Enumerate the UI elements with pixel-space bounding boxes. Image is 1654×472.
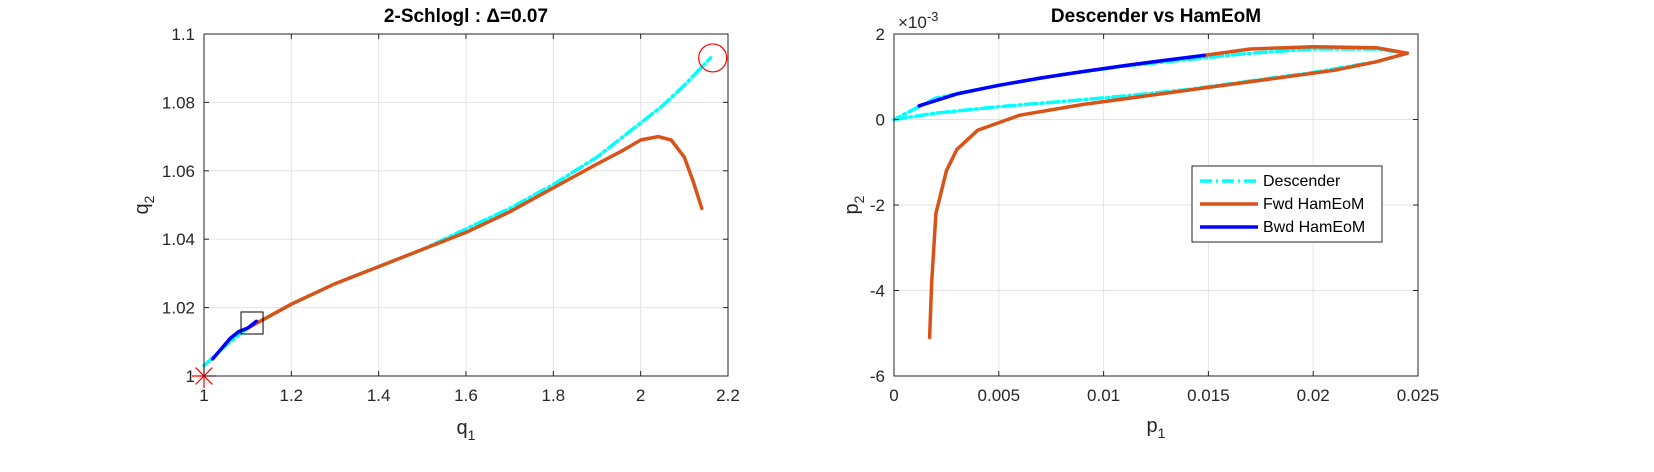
y-tick-label: -6	[870, 367, 885, 386]
end-circle-marker	[698, 43, 728, 73]
x-axis-label: q1	[457, 417, 476, 443]
x-axis-label: p1	[1147, 415, 1166, 441]
x-tick-label: 0.02	[1297, 386, 1330, 405]
series-group	[202, 56, 713, 368]
x-tick-label: 2	[636, 386, 645, 405]
square-marker	[240, 311, 264, 335]
y-axis-label: p2	[841, 195, 867, 214]
chart-title: 2-Schlogl : Δ=0.07	[384, 6, 548, 27]
series-group	[892, 45, 1410, 340]
x-tick-label: 1.2	[280, 386, 304, 405]
y-tick-label: 1	[186, 367, 195, 386]
series-line-1	[927, 45, 1410, 340]
x-tick-label: 0	[889, 386, 898, 405]
x-tick-label: 0.015	[1187, 386, 1230, 405]
y-tick-label: 1.06	[162, 162, 195, 181]
tick-labels: 0 0.005 0.01 0.015 0.02 0.025 -6 -4 -2 0 2	[870, 25, 1439, 405]
y-tick-label: 1.1	[171, 25, 195, 44]
tick-labels: 1 1.2 1.4 1.6 1.8 2 2.2 1 1.02 1.04 1.06 1.08 1.1	[162, 25, 740, 405]
x-tick-label: 1.6	[454, 386, 478, 405]
y-tick-label: 1.02	[162, 299, 195, 318]
x-tick-label: 2.2	[716, 386, 740, 405]
x-tick-label: 0.01	[1087, 386, 1120, 405]
x-tick-label: 0.025	[1397, 386, 1440, 405]
chart-q1-q2: 1 1.2 1.4 1.6 1.8 2 2.2 1 1.02 1.04 1.06 1.08 1.1 2-…	[131, 6, 740, 443]
legend-label-fwd-hameom: Fwd HamEoM	[1263, 196, 1364, 213]
y-tick-label: 1.04	[162, 230, 195, 249]
series-line-1	[245, 134, 704, 330]
y-tick-label: 2	[876, 25, 885, 44]
y-tick-label: 0	[876, 111, 885, 130]
x-tick-label: 1.4	[367, 386, 391, 405]
x-tick-label: 1	[199, 386, 208, 405]
y-tick-label: -4	[870, 282, 885, 301]
y-tick-label: -2	[870, 196, 885, 215]
legend-label-bwd-hameom: Bwd HamEoM	[1263, 219, 1365, 236]
series-line-2	[210, 319, 259, 361]
y-exponent-label: ×10-3	[898, 9, 938, 32]
series-line-2	[917, 53, 1206, 108]
y-tick-label: 1.08	[162, 93, 195, 112]
chart-p1-p2: 0 0.005 0.01 0.015 0.02 0.025 -6 -4 -2 0 2 Descend…	[841, 6, 1439, 441]
legend-label-descender: Descender	[1263, 173, 1341, 190]
y-axis-label: q2	[131, 195, 157, 214]
x-tick-label: 0.005	[978, 386, 1021, 405]
chart-title: Descender vs HamEoM	[1051, 6, 1261, 27]
legend: Descender Fwd HamEoM Bwd HamEoM	[1191, 165, 1383, 243]
x-tick-label: 1.8	[542, 386, 566, 405]
